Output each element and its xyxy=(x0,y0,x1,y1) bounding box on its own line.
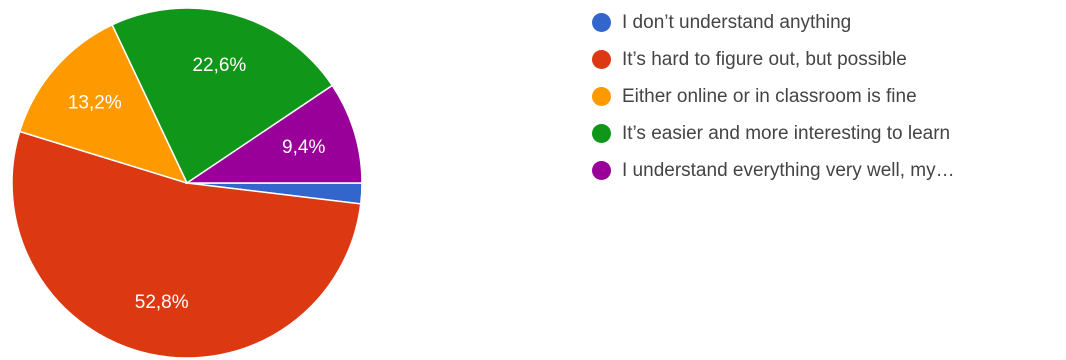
legend-item-understand-well[interactable]: I understand everything very well, my… xyxy=(592,152,955,189)
legend-label: It’s easier and more interesting to lear… xyxy=(622,122,951,144)
slice-label-easier-interesting: 22,6% xyxy=(192,55,246,76)
pie-slice-easier-interesting[interactable] xyxy=(111,7,334,185)
pie-slice-hard-but-possible[interactable] xyxy=(11,130,362,359)
legend-label: I understand everything very well, my… xyxy=(622,159,955,181)
slice-label-understand-well: 9,4% xyxy=(282,137,325,158)
legend-label: It’s hard to figure out, but possible xyxy=(622,48,907,70)
pie-slice-online-or-classroom[interactable] xyxy=(18,23,189,185)
legend-item-dont-understand[interactable]: I don’t understand anything xyxy=(592,4,955,41)
pie-chart: 52,8% 13,2% 22,6% 9,4% xyxy=(0,0,380,360)
legend-item-easier-interesting[interactable]: It’s easier and more interesting to lear… xyxy=(592,115,955,152)
chart-legend: I don’t understand anything It’s hard to … xyxy=(592,4,955,189)
legend-color-dot xyxy=(592,50,611,69)
legend-color-dot xyxy=(592,161,611,180)
slice-label-online-or-classroom: 13,2% xyxy=(68,93,122,114)
legend-color-dot xyxy=(592,13,611,32)
legend-label: I don’t understand anything xyxy=(622,11,852,33)
legend-item-hard-but-possible[interactable]: It’s hard to figure out, but possible xyxy=(592,41,955,78)
legend-label: Either online or in classroom is fine xyxy=(622,85,917,107)
pie-slice-understand-well[interactable] xyxy=(184,84,363,184)
slice-label-hard-but-possible: 52,8% xyxy=(135,292,189,313)
legend-item-online-or-classroom[interactable]: Either online or in classroom is fine xyxy=(592,78,955,115)
legend-color-dot xyxy=(592,124,611,143)
pie-chart-svg: 52,8% 13,2% 22,6% 9,4% xyxy=(11,7,363,359)
legend-color-dot xyxy=(592,87,611,106)
